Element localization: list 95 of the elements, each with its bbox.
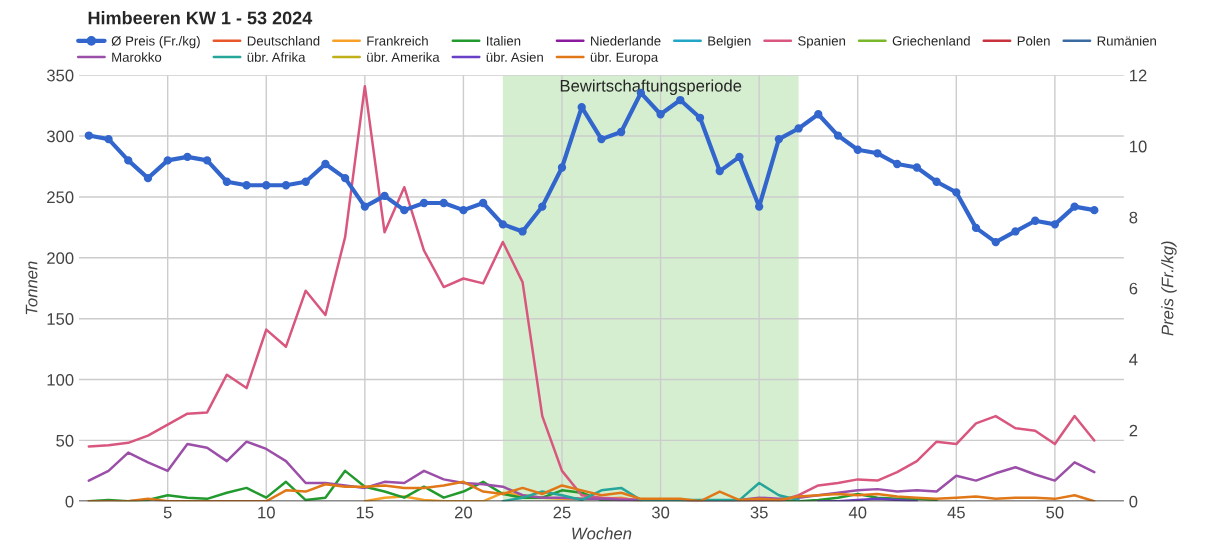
point: [183, 152, 192, 162]
legend-label: übr. Europa: [590, 52, 659, 65]
point: [892, 159, 902, 169]
point: [143, 174, 153, 183]
y2-axis-title: Preis (Fr./kg): [1161, 241, 1177, 336]
y-tick-label: 350: [46, 69, 74, 82]
point: [1070, 202, 1079, 211]
legend-label: Polen: [1017, 35, 1050, 46]
x-axis-title: Wochen: [572, 527, 632, 540]
point: [656, 110, 665, 119]
legend-label: Frankreich: [367, 35, 428, 46]
y-tick-label: 250: [47, 191, 74, 204]
point: [518, 227, 527, 236]
x-tick-label: 10: [258, 506, 275, 519]
point: [833, 131, 843, 140]
point: [1050, 220, 1060, 229]
point: [400, 205, 409, 215]
point: [991, 237, 1000, 247]
legend-label: Rumänien: [1097, 35, 1156, 46]
point: [971, 223, 981, 233]
y2-tick-label: 0: [1129, 495, 1138, 508]
point: [754, 202, 764, 211]
legend-label: übr. Amerika: [367, 52, 440, 62]
point: [321, 159, 330, 169]
point: [439, 198, 448, 208]
x-tick-label: 45: [947, 506, 965, 519]
point: [163, 156, 172, 165]
point: [853, 145, 862, 154]
x-tick-label: 35: [750, 506, 768, 519]
legend-label: Niederlande: [591, 35, 661, 46]
y2-tick-label: 10: [1130, 140, 1147, 153]
point: [1090, 205, 1099, 215]
legend-label: Spanien: [798, 35, 846, 49]
y-tick-label: 150: [47, 313, 74, 325]
point: [84, 131, 93, 140]
point: [104, 134, 113, 144]
y-tick-label: 300: [46, 130, 74, 143]
point: [538, 202, 547, 211]
legend-label: Deutschland: [247, 35, 320, 46]
point: [340, 174, 350, 183]
point: [360, 202, 370, 211]
point: [262, 181, 271, 190]
point: [419, 198, 429, 208]
point: [1011, 227, 1020, 236]
x-tick-label: 5: [163, 506, 172, 519]
point: [242, 181, 251, 190]
x-tick-label: 30: [651, 506, 670, 519]
legend-label: Ø Preis (Fr./kg): [111, 35, 200, 49]
point: [774, 134, 784, 144]
point: [932, 177, 941, 186]
point: [912, 163, 922, 172]
y2-tick-label: 6: [1129, 282, 1138, 295]
point: [281, 181, 291, 190]
y-tick-label: 0: [65, 495, 74, 508]
point: [952, 188, 961, 197]
x-tick-label: 15: [356, 506, 374, 519]
y2-tick-label: 2: [1129, 424, 1138, 437]
point: [814, 110, 823, 119]
y-tick-label: 50: [56, 434, 74, 447]
point: [695, 113, 705, 122]
point: [557, 163, 567, 172]
x-tick-label: 20: [454, 506, 473, 519]
point: [380, 191, 389, 201]
y-axis-title: Tonnen: [25, 261, 38, 315]
y2-tick-label: 12: [1130, 69, 1147, 82]
legend-label: Italien: [487, 35, 521, 46]
point: [715, 166, 724, 176]
point: [873, 149, 882, 158]
point: [459, 205, 468, 215]
y2-tick-label: 8: [1129, 211, 1138, 224]
point: [616, 127, 626, 137]
legend-label: Marokko: [112, 52, 162, 62]
point: [794, 124, 803, 133]
point: [1030, 216, 1040, 225]
point: [597, 134, 606, 144]
legend-label: übr. Afrika: [247, 52, 306, 62]
point: [301, 177, 310, 186]
y-tick-label: 200: [47, 252, 74, 265]
band-label: Bewirtschaftungsperiode: [560, 79, 742, 95]
x-tick-label: 25: [553, 506, 571, 519]
x-tick-label: 50: [1046, 506, 1064, 519]
point: [222, 177, 232, 186]
legend-label: übr. Asien: [486, 52, 543, 62]
x-tick-label: 40: [848, 506, 867, 519]
point: [676, 95, 685, 105]
y2-tick-label: 4: [1129, 353, 1138, 366]
legend-label: Belgien: [708, 35, 751, 49]
point: [202, 156, 212, 165]
point: [124, 156, 133, 165]
point: [478, 198, 488, 208]
y-tick-label: 100: [47, 373, 74, 386]
point: [498, 220, 508, 229]
legend-label: Griechenland: [892, 35, 970, 46]
line-series: [87, 480, 1096, 502]
chart-title: Himbeeren KW 1 - 53 2024: [88, 11, 313, 25]
